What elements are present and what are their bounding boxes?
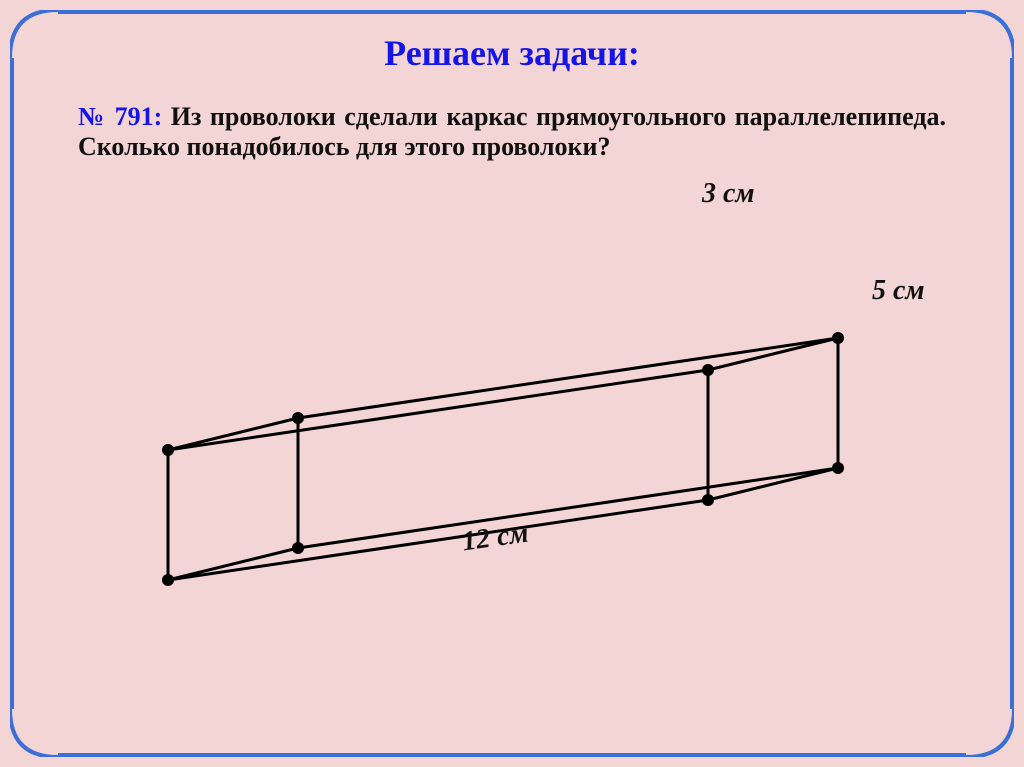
decorative-frame: Решаем задачи: № 791: Из проволоки сдела…	[10, 10, 1014, 757]
dimension-label-top: 3 см	[702, 178, 755, 210]
corner-tr	[966, 10, 1014, 58]
cuboid-diagram: 3 см 5 см 12 см	[62, 170, 962, 610]
corner-bl	[10, 709, 58, 757]
page-title: Решаем задачи:	[14, 32, 1010, 74]
problem-text: № 791: Из проволоки сделали каркас прямо…	[78, 102, 946, 162]
corner-tl	[10, 10, 58, 58]
problem-body: Из проволоки сделали каркас прямоугольно…	[78, 102, 946, 161]
dimension-label-right: 5 см	[872, 275, 925, 307]
problem-number: № 791:	[78, 102, 162, 131]
corner-br	[966, 709, 1014, 757]
